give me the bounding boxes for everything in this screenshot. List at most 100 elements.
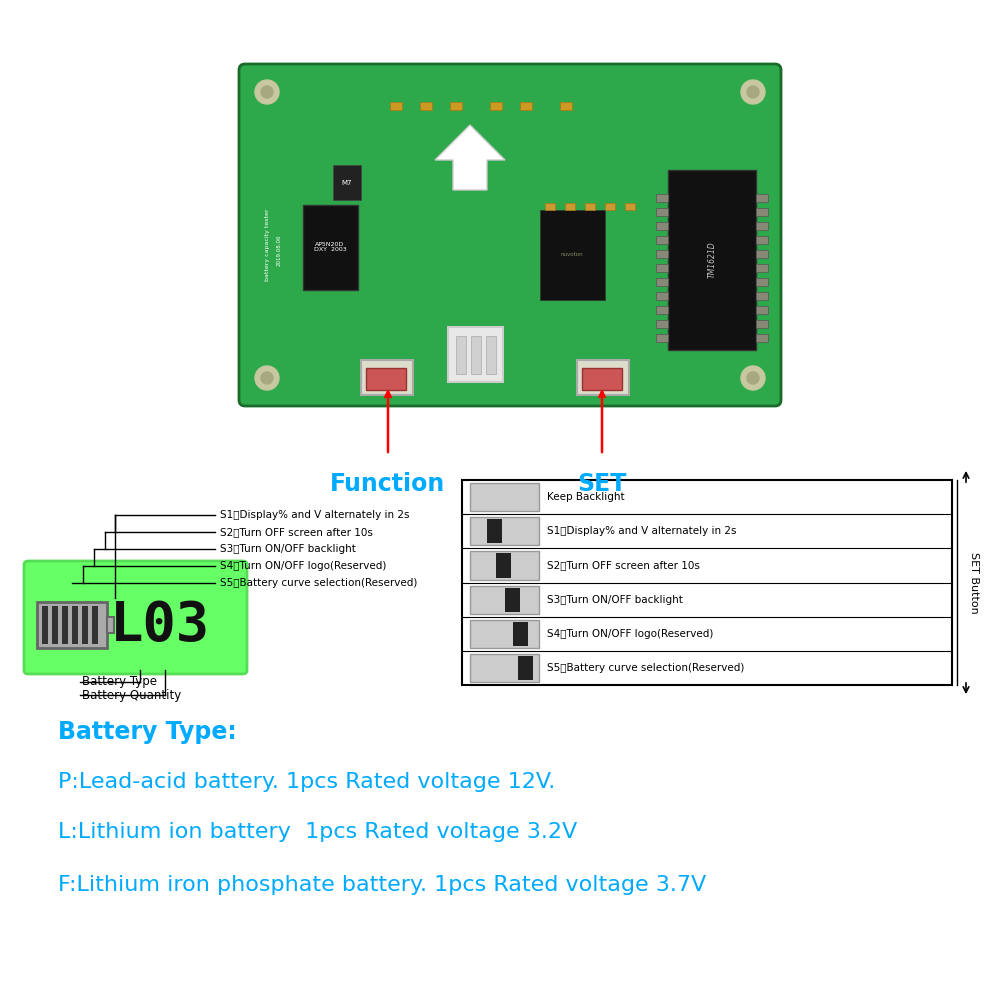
Bar: [656, 306, 668, 314]
FancyBboxPatch shape: [239, 64, 781, 406]
Text: S1：Display% and V alternately in 2s: S1：Display% and V alternately in 2s: [220, 510, 410, 520]
Text: S3：Turn ON/OFF backlight: S3：Turn ON/OFF backlight: [220, 544, 356, 554]
Text: S5：Battery curve selection(Reserved): S5：Battery curve selection(Reserved): [547, 663, 744, 673]
Text: GY-6 V6.2: GY-6 V6.2: [800, 115, 860, 128]
Bar: [668, 170, 756, 350]
Bar: [756, 278, 768, 286]
Bar: [656, 292, 668, 300]
Bar: [577, 360, 629, 395]
Bar: [82, 606, 88, 644]
Text: battery capacity tester: battery capacity tester: [266, 209, 270, 281]
Polygon shape: [435, 125, 505, 190]
Bar: [420, 102, 432, 110]
Bar: [450, 102, 462, 110]
Bar: [52, 606, 58, 644]
Bar: [37, 602, 107, 648]
Circle shape: [261, 86, 273, 98]
Bar: [656, 250, 668, 258]
Circle shape: [261, 372, 273, 384]
Bar: [656, 278, 668, 286]
Bar: [756, 306, 768, 314]
Bar: [470, 654, 539, 682]
Text: P:Lead-acid battery. 1pcs Rated voltage 12V.: P:Lead-acid battery. 1pcs Rated voltage …: [58, 772, 555, 792]
Bar: [496, 553, 511, 578]
Bar: [470, 517, 539, 545]
Bar: [565, 203, 575, 210]
Bar: [366, 368, 406, 390]
Text: S1：Display% and V alternately in 2s: S1：Display% and V alternately in 2s: [547, 526, 736, 536]
Bar: [505, 587, 520, 612]
Bar: [605, 203, 615, 210]
Bar: [456, 336, 466, 374]
Bar: [545, 203, 555, 210]
Circle shape: [747, 86, 759, 98]
Circle shape: [255, 366, 279, 390]
Bar: [756, 194, 768, 202]
Bar: [520, 102, 532, 110]
Bar: [656, 222, 668, 230]
Bar: [656, 334, 668, 342]
Text: S2：Turn OFF screen after 10s: S2：Turn OFF screen after 10s: [547, 560, 700, 570]
Bar: [490, 102, 502, 110]
Bar: [470, 620, 539, 648]
Bar: [585, 203, 595, 210]
Bar: [471, 336, 481, 374]
Bar: [656, 264, 668, 272]
Bar: [756, 250, 768, 258]
Text: S2：Turn OFF screen after 10s: S2：Turn OFF screen after 10s: [220, 527, 373, 537]
Bar: [756, 222, 768, 230]
Text: M7: M7: [342, 180, 352, 186]
Text: Battery Type:: Battery Type:: [58, 720, 237, 744]
Bar: [448, 327, 503, 382]
Bar: [582, 368, 622, 390]
Circle shape: [255, 80, 279, 104]
Text: S3：Turn ON/OFF backlight: S3：Turn ON/OFF backlight: [547, 595, 683, 605]
Circle shape: [741, 366, 765, 390]
Text: L03: L03: [110, 599, 210, 652]
Text: L:Lithium ion battery  1pcs Rated voltage 3.2V: L:Lithium ion battery 1pcs Rated voltage…: [58, 822, 577, 842]
Text: Battery Type: Battery Type: [82, 676, 157, 688]
Bar: [92, 606, 98, 644]
Bar: [486, 336, 496, 374]
Text: S4：Turn ON/OFF logo(Reserved): S4：Turn ON/OFF logo(Reserved): [547, 629, 713, 639]
Text: Battery Quantity: Battery Quantity: [82, 688, 181, 702]
Text: S4：Turn ON/OFF logo(Reserved): S4：Turn ON/OFF logo(Reserved): [220, 561, 386, 571]
Text: nuvoton: nuvoton: [561, 252, 583, 257]
Bar: [470, 483, 539, 511]
Bar: [303, 205, 358, 290]
Text: F:Lithium iron phosphate battery. 1pcs Rated voltage 3.7V: F:Lithium iron phosphate battery. 1pcs R…: [58, 875, 706, 895]
Text: Function: Function: [330, 472, 446, 496]
Bar: [42, 606, 48, 644]
Bar: [62, 606, 68, 644]
Bar: [756, 236, 768, 244]
Bar: [756, 292, 768, 300]
FancyBboxPatch shape: [24, 561, 247, 674]
Text: 2019.08.06: 2019.08.06: [276, 234, 282, 266]
Text: SET Button: SET Button: [969, 552, 979, 613]
Bar: [656, 208, 668, 216]
Text: AP5N20D
DXY  2003: AP5N20D DXY 2003: [314, 242, 346, 252]
Bar: [656, 194, 668, 202]
Text: GuYu: GuYu: [806, 91, 854, 109]
Bar: [72, 606, 78, 644]
Bar: [333, 165, 361, 200]
Bar: [625, 203, 635, 210]
Bar: [560, 102, 572, 110]
Bar: [656, 320, 668, 328]
Bar: [540, 210, 605, 300]
Bar: [513, 622, 528, 646]
Bar: [756, 264, 768, 272]
Text: TM1621D: TM1621D: [708, 242, 716, 278]
Bar: [470, 551, 539, 580]
Text: Keep Backlight: Keep Backlight: [547, 492, 625, 502]
Text: S5：Battery curve selection(Reserved): S5：Battery curve selection(Reserved): [220, 578, 417, 588]
Bar: [487, 519, 502, 543]
Text: SET: SET: [577, 472, 627, 496]
Circle shape: [747, 372, 759, 384]
Bar: [518, 656, 533, 680]
Bar: [470, 585, 539, 614]
Bar: [462, 480, 952, 685]
Bar: [656, 236, 668, 244]
Bar: [390, 102, 402, 110]
Bar: [756, 334, 768, 342]
